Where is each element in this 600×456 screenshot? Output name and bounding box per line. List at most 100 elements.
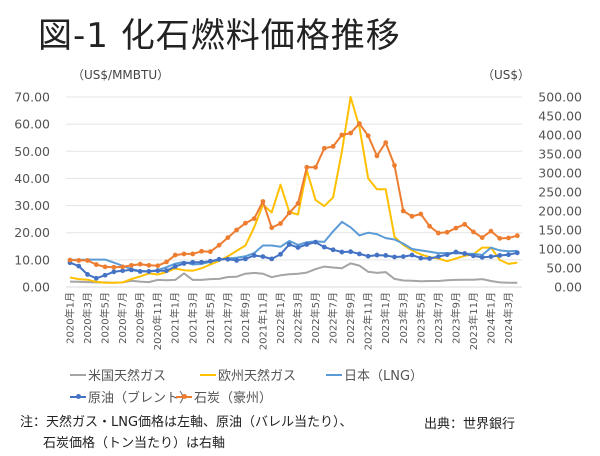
right-tick-label: 150.00	[538, 223, 582, 238]
x-tick-label: 2022年3月	[292, 292, 305, 344]
data-point	[400, 208, 406, 214]
data-point	[427, 256, 432, 261]
data-point	[418, 255, 424, 261]
data-point	[111, 264, 117, 270]
data-point	[427, 223, 432, 229]
legend-swatch-icon	[200, 373, 216, 376]
x-tick-label: 2023年11月	[467, 292, 480, 350]
left-tick-label: 30.00	[14, 198, 50, 213]
data-point	[488, 228, 494, 234]
series-欧州天然ガス	[69, 96, 518, 284]
x-tick-label: 2020年11月	[151, 292, 164, 350]
data-point	[155, 268, 161, 274]
data-point	[137, 269, 143, 274]
data-point	[102, 264, 108, 270]
x-tick-label: 2021年5月	[204, 292, 217, 344]
legend-swatch-icon	[70, 373, 86, 376]
data-point	[120, 268, 126, 274]
right-tick-label: 400.00	[538, 128, 582, 143]
data-point	[172, 264, 178, 269]
left-tick-label: 60.00	[14, 117, 50, 132]
data-point	[313, 239, 318, 245]
legend-item: 石炭（豪州）	[176, 387, 272, 406]
legend-swatch-icon	[70, 393, 86, 399]
data-point	[348, 130, 354, 136]
data-point	[374, 153, 380, 159]
x-tick-label: 2021年9月	[239, 292, 252, 344]
data-point	[506, 235, 511, 241]
data-point	[199, 248, 204, 254]
gridlines	[66, 96, 522, 288]
data-point	[85, 272, 90, 277]
right-tick-label: 0.00	[554, 280, 582, 295]
data-point	[251, 253, 257, 258]
right-tick-label: 50.00	[546, 261, 582, 276]
data-point	[357, 121, 362, 126]
data-point	[278, 221, 283, 226]
data-point	[471, 229, 476, 235]
legend-label: 日本（LNG）	[344, 369, 424, 384]
data-point	[304, 164, 310, 170]
data-point	[128, 262, 134, 268]
x-tick-label: 2022年7月	[327, 292, 340, 344]
data-point	[181, 261, 187, 266]
data-point	[365, 253, 371, 259]
legend-item: 欧州天然ガス	[200, 365, 296, 384]
x-tick-label: 2023年9月	[449, 292, 462, 344]
series-原油（ブレント）	[67, 239, 520, 281]
legend-item: 米国天然ガス	[70, 365, 166, 384]
data-point	[497, 235, 503, 241]
data-point	[251, 216, 257, 222]
left-tick-label: 20.00	[14, 225, 50, 240]
data-point	[435, 254, 441, 259]
right-axis-ticks: 0.00 50.00 100.00 150.00 200.00 250.00 300.00 3…	[538, 90, 582, 295]
data-point	[339, 249, 345, 255]
legend-label: 石炭（豪州）	[194, 391, 273, 406]
data-point	[216, 242, 222, 248]
data-point	[102, 272, 108, 278]
data-point	[93, 262, 99, 267]
data-point	[514, 250, 520, 256]
data-point	[172, 252, 178, 258]
x-tick-label: 2021年11月	[256, 292, 269, 350]
data-point	[400, 254, 406, 259]
data-point	[479, 254, 485, 260]
data-point	[453, 249, 459, 255]
data-point	[339, 132, 345, 138]
data-point	[128, 267, 134, 273]
data-point	[286, 242, 292, 247]
data-point	[67, 257, 73, 263]
data-point	[234, 227, 240, 233]
right-axis-unit: （US$）	[482, 68, 530, 82]
left-tick-label: 0.00	[22, 280, 50, 295]
x-tick-label: 2021年1月	[169, 292, 182, 344]
data-point	[295, 245, 301, 250]
x-tick-label: 2023年5月	[414, 292, 427, 344]
data-point	[321, 244, 327, 250]
left-tick-label: 40.00	[14, 171, 50, 186]
data-point	[374, 252, 380, 258]
data-point	[85, 258, 90, 263]
legend-label: 欧州天然ガス	[218, 369, 297, 384]
right-tick-label: 100.00	[538, 242, 582, 257]
data-point	[330, 247, 336, 253]
x-tick-label: 2023年1月	[379, 292, 392, 344]
note-line-1: 注：天然ガス・LNG価格は左軸、原油（バレル当たり）、	[20, 415, 353, 430]
data-point	[471, 253, 476, 259]
data-point	[225, 256, 231, 262]
data-point	[164, 259, 169, 265]
data-point	[444, 229, 450, 235]
data-point	[243, 256, 248, 262]
data-point	[93, 275, 99, 281]
x-tick-label: 2024年3月	[502, 292, 515, 344]
x-tick-label: 2020年3月	[81, 292, 94, 344]
data-point	[146, 262, 152, 268]
x-tick-label: 2021年3月	[186, 292, 199, 344]
data-point	[497, 253, 503, 258]
data-point	[348, 249, 354, 255]
left-tick-label: 50.00	[14, 144, 50, 159]
x-tick-label: 2024年1月	[484, 292, 497, 344]
left-axis-ticks: 0.00 10.00 20.00 30.00 40.00 50.00 60.00 70.00	[14, 90, 50, 295]
data-point	[269, 225, 275, 231]
